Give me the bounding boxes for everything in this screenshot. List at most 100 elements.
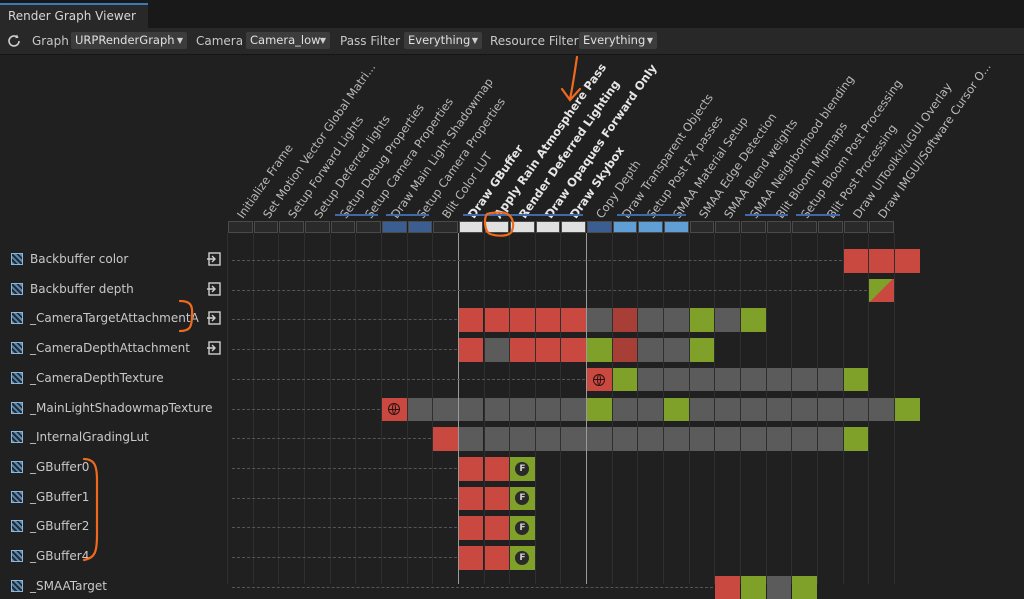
resource-access-cell[interactable] <box>638 308 664 333</box>
resource-access-cell[interactable] <box>741 367 766 392</box>
resource-label[interactable]: _GBuffer0 <box>30 459 90 474</box>
resource-access-cell[interactable] <box>510 427 535 451</box>
pass-header-cell[interactable] <box>330 221 356 233</box>
tab-render-graph-viewer[interactable]: Render Graph Viewer <box>0 3 148 28</box>
pass-header-cell[interactable] <box>356 221 381 233</box>
resource-access-cell[interactable] <box>612 308 638 333</box>
resource-access-cell[interactable] <box>689 338 715 362</box>
resource-label[interactable]: _CameraDepthAttachment <box>30 341 190 356</box>
pass-header-cell[interactable] <box>715 221 740 233</box>
resource-access-cell[interactable] <box>664 367 689 392</box>
pass-header-cell[interactable] <box>433 221 458 233</box>
pass-header-cell[interactable] <box>561 221 587 233</box>
resource-access-cell[interactable] <box>715 308 740 333</box>
resource-access-cell[interactable] <box>612 427 638 451</box>
resource-access-cell[interactable] <box>817 397 843 422</box>
resource-access-cell[interactable] <box>433 397 458 422</box>
resource-access-cell[interactable] <box>458 486 484 511</box>
resource-access-cell[interactable] <box>689 367 715 392</box>
resource-access-cell[interactable] <box>535 397 561 422</box>
resource-access-cell[interactable] <box>484 397 510 422</box>
resource-label[interactable]: _GBuffer1 <box>30 489 90 504</box>
resource-access-cell[interactable] <box>792 367 817 392</box>
resource-label[interactable]: _CameraDepthTexture <box>30 370 164 385</box>
resource-access-cell[interactable] <box>638 367 664 392</box>
resource-access-cell[interactable] <box>561 397 587 422</box>
pass-header-cell[interactable] <box>766 221 792 233</box>
camera-dropdown[interactable]: Camera_low ▼ <box>246 32 330 49</box>
pass-header-cell[interactable] <box>612 221 638 233</box>
pass-header-cell[interactable] <box>869 221 894 233</box>
resource-access-cell[interactable] <box>792 427 817 451</box>
resource-access-cell[interactable] <box>843 427 869 451</box>
resource-access-cell[interactable] <box>484 308 510 333</box>
resource-access-cell[interactable] <box>458 338 484 362</box>
resource-label[interactable]: _CameraTargetAttachmentA <box>30 311 199 326</box>
resource-access-cell[interactable] <box>484 338 510 362</box>
resource-access-cell[interactable] <box>612 367 638 392</box>
resource-access-cell[interactable] <box>715 367 740 392</box>
resource-access-cell[interactable] <box>484 456 510 481</box>
resource-access-cell[interactable]: F <box>510 456 535 481</box>
resource-access-cell[interactable] <box>664 308 689 333</box>
resource-access-cell[interactable] <box>689 397 715 422</box>
resource-access-cell[interactable] <box>535 427 561 451</box>
resource-access-cell[interactable] <box>766 427 792 451</box>
resource-label[interactable]: _InternalGradingLut <box>30 430 149 445</box>
resource-access-cell[interactable] <box>587 397 612 422</box>
resource-access-cell[interactable] <box>766 367 792 392</box>
resource-access-cell[interactable] <box>638 338 664 362</box>
resource-access-cell[interactable] <box>433 427 458 451</box>
pass-header-cell[interactable] <box>587 221 612 233</box>
pass-header-cell[interactable] <box>407 221 433 233</box>
resource-access-cell[interactable] <box>689 308 715 333</box>
resource-access-cell[interactable] <box>484 486 510 511</box>
resource-label[interactable]: _MainLightShadowmapTexture <box>30 400 213 415</box>
pass-header-cell[interactable] <box>741 221 766 233</box>
resource-access-cell[interactable] <box>664 427 689 451</box>
resource-access-cell[interactable] <box>766 397 792 422</box>
resource-access-cell[interactable] <box>715 427 740 451</box>
resource-access-cell[interactable] <box>561 427 587 451</box>
resource-access-cell[interactable] <box>638 397 664 422</box>
resource-access-cell[interactable] <box>458 397 484 422</box>
pass-header-cell[interactable] <box>510 221 535 233</box>
pass-header-cell[interactable] <box>817 221 843 233</box>
resource-access-cell[interactable] <box>843 397 869 422</box>
resource-access-cell[interactable] <box>638 427 664 451</box>
pass-header-cell[interactable] <box>253 221 279 233</box>
resource-access-cell[interactable]: F <box>510 546 535 570</box>
graph-dropdown[interactable]: URPRenderGraph ▼ <box>71 32 187 49</box>
pass-header-cell[interactable] <box>664 221 689 233</box>
resource-label[interactable]: Backbuffer color <box>30 252 129 266</box>
pass-header-cell[interactable] <box>535 221 561 233</box>
resource-access-cell[interactable] <box>689 427 715 451</box>
pass-header-cell[interactable] <box>279 221 304 233</box>
resource-access-cell[interactable] <box>587 427 612 451</box>
pass-header-cell[interactable] <box>304 221 330 233</box>
resource-access-cell[interactable] <box>484 546 510 570</box>
resource-access-cell[interactable] <box>715 397 740 422</box>
resource-access-cell[interactable] <box>458 456 484 481</box>
resource-access-cell[interactable] <box>561 308 587 333</box>
resource-access-cell[interactable] <box>869 278 894 303</box>
resource-access-cell[interactable] <box>817 427 843 451</box>
resource-access-cell[interactable] <box>535 308 561 333</box>
resource-access-cell[interactable] <box>407 397 433 422</box>
resource-access-cell[interactable] <box>484 427 510 451</box>
resource-access-cell[interactable] <box>894 397 920 422</box>
resource-access-cell[interactable] <box>817 367 843 392</box>
resource-access-cell[interactable] <box>587 308 612 333</box>
resource-access-cell[interactable] <box>381 397 407 422</box>
resource-filter-dropdown[interactable]: Everything ▼ <box>579 32 657 49</box>
pass-header-cell[interactable] <box>792 221 817 233</box>
resource-access-cell[interactable] <box>458 516 484 540</box>
resource-access-cell[interactable] <box>843 367 869 392</box>
resource-access-cell[interactable] <box>664 397 689 422</box>
pass-header-cell[interactable] <box>638 221 664 233</box>
pass-header-cell[interactable] <box>689 221 715 233</box>
resource-access-cell[interactable] <box>869 397 894 422</box>
resource-access-cell[interactable] <box>894 249 920 273</box>
resource-access-cell[interactable] <box>587 367 612 392</box>
resource-access-cell[interactable] <box>664 338 689 362</box>
